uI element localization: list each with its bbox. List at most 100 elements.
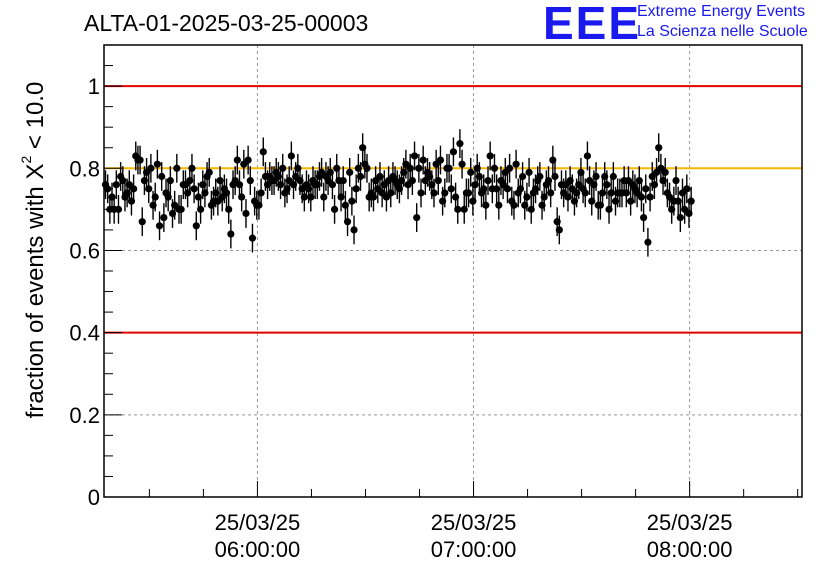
data-point [307,182,315,212]
data-point [607,178,615,208]
data-point [363,153,371,183]
point-marker [320,193,328,201]
data-point [222,178,231,208]
data-point [151,182,159,212]
data-point [518,162,527,191]
y-axis: 0 0.2 0.4 0.6 0.8 1 [69,44,122,510]
logo-subtitle-2: La Scienza nelle Scuole [637,23,808,40]
data-point [173,153,181,183]
point-marker [661,168,669,176]
data-point [536,162,544,191]
eee-logo: EEE Extreme Energy Events La Scienza nel… [543,0,833,48]
point-marker [359,144,367,152]
data-point [493,174,501,204]
point-marker [564,193,572,201]
point-marker [356,172,365,181]
point-marker [348,197,356,205]
data-point [177,194,185,224]
data-point [410,141,419,171]
point-marker [480,185,488,193]
data-point [136,145,144,175]
point-marker [136,156,144,164]
data-point [356,162,365,191]
data-point [471,170,479,200]
point-marker [363,164,371,172]
point-marker [166,177,174,185]
point-marker [551,172,559,181]
data-point [555,215,563,245]
point-marker [484,177,492,185]
logo-letters: EEE [543,0,642,49]
point-marker [523,193,531,201]
point-marker [205,168,213,176]
point-marker [527,205,535,213]
data-point [644,227,652,257]
data-point [320,182,328,212]
point-marker [503,185,512,193]
data-point [147,153,155,183]
point-marker [460,205,468,213]
data-point [449,137,458,167]
data-point [454,194,462,224]
point-marker [164,193,172,201]
x-tick-label-date: 25/03/25 [431,510,517,535]
data-point [337,182,345,212]
data-point [130,174,138,204]
data-point [166,166,174,195]
point-marker [592,172,600,181]
data-point [475,162,483,191]
point-marker [196,205,205,213]
point-marker [177,205,185,213]
data-point [188,153,196,183]
point-marker [417,189,425,197]
data-point [246,166,254,195]
point-marker [495,201,503,209]
point-marker [687,197,695,205]
data-point [480,174,488,204]
point-marker [672,177,680,185]
point-marker [201,189,209,197]
data-point [434,166,442,195]
point-marker [510,201,518,209]
data-point [225,194,233,224]
point-marker [248,234,257,242]
point-marker [376,172,384,181]
data-point [687,186,695,216]
point-marker [512,160,520,168]
point-marker [441,189,449,197]
point-marker [413,213,421,222]
data-point [581,178,589,208]
data-point [490,153,499,183]
reference-lines [104,85,802,334]
data-point [484,166,492,195]
point-marker [493,185,501,193]
point-marker [637,193,646,201]
point-marker [434,177,442,185]
point-marker [307,193,315,201]
y-axis-label-tail: < 10.0 [22,81,49,156]
data-point [458,149,466,179]
data-point [419,145,427,175]
data-point [661,158,669,187]
data-point [145,174,153,204]
data-point [506,153,514,183]
data-point [646,182,654,212]
point-marker [646,193,654,201]
point-marker [471,181,479,189]
data-point [672,166,680,195]
data-point [359,133,367,163]
data-point [577,158,585,187]
point-marker [369,193,378,201]
point-marker [190,185,198,193]
data-point [259,137,267,167]
data-point [467,158,475,187]
data-point [387,178,395,208]
point-marker [603,181,611,189]
point-marker [549,156,557,164]
data-point [330,194,339,224]
data-point [112,170,120,200]
data-point [655,133,663,163]
data-point [436,145,445,175]
data-point [376,162,384,191]
data-point [527,194,535,224]
